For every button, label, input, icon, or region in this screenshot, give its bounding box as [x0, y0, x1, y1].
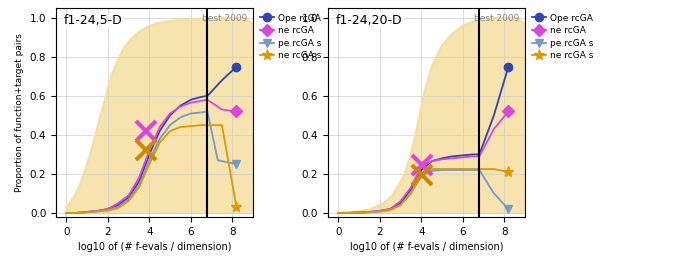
Text: f1-24,20-D: f1-24,20-D: [336, 14, 402, 27]
Text: f1-24,5-D: f1-24,5-D: [64, 14, 122, 27]
Legend: Ope rcGA, ne rcGA, pe rcGA s, ne rcGA s: Ope rcGA, ne rcGA, pe rcGA s, ne rcGA s: [260, 13, 322, 61]
X-axis label: log10 of (# f-evals / dimension): log10 of (# f-evals / dimension): [350, 242, 503, 252]
Legend: Ope rcGA, ne rcGA, pe rcGA s, ne rcGA s: Ope rcGA, ne rcGA, pe rcGA s, ne rcGA s: [531, 13, 594, 61]
Text: best 2009: best 2009: [474, 14, 519, 23]
Y-axis label: Proportion of function+target pairs: Proportion of function+target pairs: [15, 33, 24, 192]
X-axis label: log10 of (# f-evals / dimension): log10 of (# f-evals / dimension): [78, 242, 231, 252]
Text: best 2009: best 2009: [202, 14, 247, 23]
